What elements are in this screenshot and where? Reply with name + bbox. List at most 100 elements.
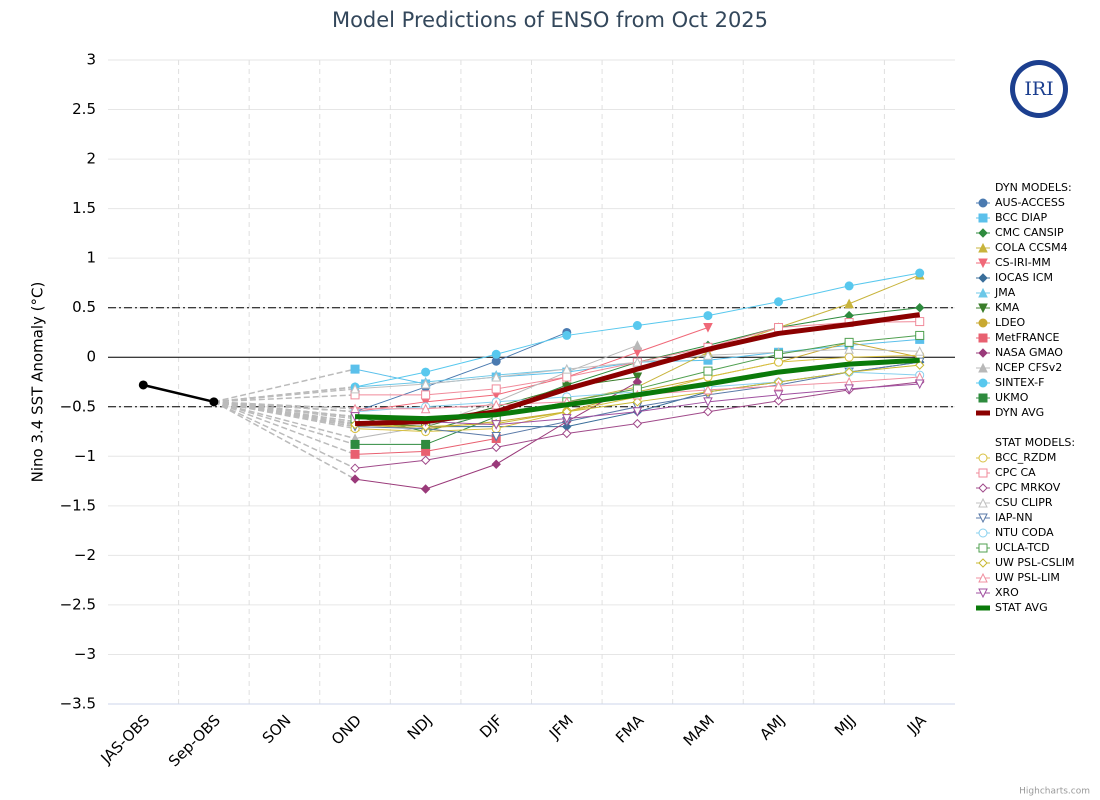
- legend-item: CSU CLIPR: [976, 496, 1053, 509]
- connector-line: [213, 401, 356, 440]
- marker: [844, 281, 854, 291]
- series-line: [355, 368, 567, 388]
- marker: [773, 380, 784, 391]
- legend-item: CPC MRKOV: [976, 481, 1061, 494]
- marker: [421, 367, 431, 377]
- connector-line: [213, 401, 356, 456]
- y-tick-label: 3: [86, 51, 96, 69]
- legend-label: XRO: [995, 586, 1019, 599]
- connector-line: [213, 388, 356, 403]
- marker: [491, 459, 501, 469]
- y-tick-label: −1.5: [60, 496, 96, 514]
- legend-marker: [978, 543, 988, 553]
- legend-label: CPC MRKOV: [995, 481, 1061, 494]
- legend-label: UCLA-TCD: [995, 541, 1050, 554]
- y-tick-label: −2: [74, 546, 96, 564]
- legend-label: CS-IRI-MM: [995, 256, 1051, 269]
- series-line: [143, 383, 215, 404]
- marker: [420, 403, 431, 414]
- legend-item: UW PSL-CSLIM: [976, 556, 1074, 569]
- marker: [844, 298, 854, 309]
- connector-line: [213, 368, 356, 403]
- series-line: [354, 331, 567, 413]
- legend-marker: [978, 273, 988, 283]
- y-tick-label: −3: [74, 645, 96, 663]
- legend-label: COLA CCSM4: [995, 241, 1068, 254]
- marker: [561, 364, 572, 374]
- y-tick-label: −1: [74, 447, 96, 465]
- legend-marker: [978, 393, 988, 403]
- marker: [773, 396, 784, 406]
- marker: [420, 484, 431, 494]
- marker: [844, 384, 854, 395]
- y-tick-label: 2: [86, 150, 96, 168]
- marker: [491, 442, 501, 453]
- logo: IRI: [1010, 60, 1068, 118]
- marker: [632, 321, 642, 331]
- legend-marker: [978, 348, 988, 358]
- marker: [632, 407, 643, 417]
- marker: [915, 330, 925, 340]
- marker: [844, 367, 854, 377]
- legend-label: NCEP CFSv2: [995, 361, 1062, 374]
- legend-item: UW PSL-LIM: [976, 571, 1060, 584]
- marker: [421, 439, 431, 449]
- connector-line: [213, 401, 356, 410]
- legend-label: STAT AVG: [995, 601, 1048, 614]
- legend-marker: [978, 213, 988, 223]
- legend-marker: [978, 318, 988, 328]
- legend-item: CS-IRI-MM: [976, 256, 1051, 269]
- legend-marker: [978, 513, 988, 524]
- legend-marker: [978, 528, 988, 538]
- marker: [420, 455, 431, 465]
- legend-label: BCC DIAP: [995, 211, 1047, 224]
- marker: [773, 390, 784, 400]
- marker: [915, 317, 925, 327]
- legend-marker: [978, 468, 988, 478]
- legend-marker: [978, 198, 988, 208]
- marker: [703, 397, 713, 407]
- marker: [491, 349, 501, 359]
- marker: [491, 399, 502, 410]
- legend-item: DYN AVG: [976, 406, 1044, 419]
- legend-marker: [978, 362, 988, 373]
- y-tick-label: −0.5: [60, 397, 96, 415]
- legend-marker: [978, 228, 988, 238]
- connector-line: [213, 401, 356, 446]
- y-tick-label: 0: [86, 348, 96, 366]
- marker: [350, 439, 360, 449]
- marker: [914, 346, 925, 356]
- marker: [632, 372, 643, 383]
- marker: [914, 379, 925, 390]
- legend-item: JMA: [976, 286, 1016, 299]
- y-tick-label: 0.5: [72, 298, 96, 316]
- credits[interactable]: Highcharts.com: [1019, 787, 1090, 797]
- series: [350, 268, 925, 392]
- y-axis-label: Nino 3.4 SST Anomaly (°C): [29, 282, 47, 483]
- legend-label: CSU CLIPR: [995, 496, 1053, 509]
- logo-inner: [1015, 65, 1063, 113]
- legend-title: STAT MODELS:: [995, 436, 1075, 449]
- legend-marker: [978, 558, 988, 568]
- legend-item: BCC DIAP: [976, 211, 1047, 224]
- marker: [491, 420, 502, 430]
- connector-line: [213, 401, 356, 426]
- y-tick-label: −2.5: [60, 595, 96, 613]
- legend-item: MetFRANCE: [976, 331, 1060, 344]
- marker: [562, 330, 572, 340]
- marker: [350, 383, 360, 394]
- y-tick-label: −3.5: [60, 695, 96, 713]
- connector-line: [213, 401, 356, 418]
- marker: [632, 397, 643, 407]
- marker: [562, 428, 572, 439]
- legend-marker: [978, 453, 988, 463]
- legend-marker: [978, 497, 988, 508]
- series: [143, 383, 215, 404]
- marker: [703, 311, 713, 321]
- legend-label: SINTEX-F: [995, 376, 1044, 389]
- legend-marker: [978, 303, 988, 314]
- logo-text: IRI: [1024, 78, 1053, 100]
- legend-label: UW PSL-LIM: [995, 571, 1060, 584]
